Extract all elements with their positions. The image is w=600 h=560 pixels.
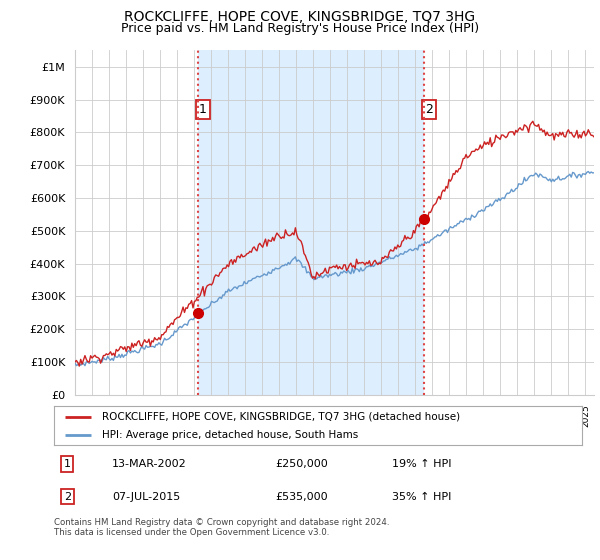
Text: £250,000: £250,000 [276,459,329,469]
Text: 07-JUL-2015: 07-JUL-2015 [112,492,181,502]
Text: 1: 1 [64,459,71,469]
Text: Contains HM Land Registry data © Crown copyright and database right 2024.
This d: Contains HM Land Registry data © Crown c… [54,518,389,538]
Text: £535,000: £535,000 [276,492,328,502]
Text: 19% ↑ HPI: 19% ↑ HPI [392,459,451,469]
Text: 1: 1 [199,103,206,116]
Text: ROCKCLIFFE, HOPE COVE, KINGSBRIDGE, TQ7 3HG (detached house): ROCKCLIFFE, HOPE COVE, KINGSBRIDGE, TQ7 … [101,412,460,422]
Text: ROCKCLIFFE, HOPE COVE, KINGSBRIDGE, TQ7 3HG: ROCKCLIFFE, HOPE COVE, KINGSBRIDGE, TQ7 … [124,10,476,24]
Text: HPI: Average price, detached house, South Hams: HPI: Average price, detached house, Sout… [101,430,358,440]
Text: 35% ↑ HPI: 35% ↑ HPI [392,492,451,502]
Text: 13-MAR-2002: 13-MAR-2002 [112,459,187,469]
Text: 2: 2 [425,103,433,116]
Text: Price paid vs. HM Land Registry's House Price Index (HPI): Price paid vs. HM Land Registry's House … [121,22,479,35]
Text: 2: 2 [64,492,71,502]
Bar [197,50,424,395]
